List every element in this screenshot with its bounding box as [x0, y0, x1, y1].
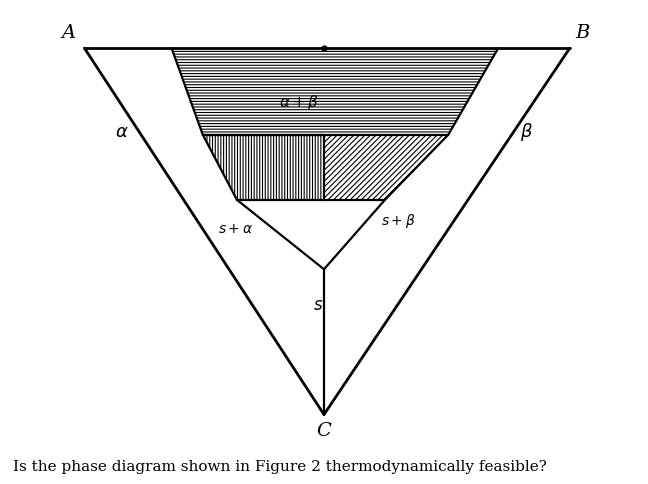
Polygon shape: [203, 135, 324, 200]
Text: $s+\beta$: $s+\beta$: [381, 212, 416, 230]
Polygon shape: [385, 48, 570, 200]
Text: $\alpha$: $\alpha$: [115, 123, 129, 141]
Polygon shape: [237, 200, 385, 414]
Text: $\alpha+\beta$: $\alpha+\beta$: [279, 93, 319, 112]
Text: B: B: [575, 25, 589, 43]
Text: $s$: $s$: [312, 297, 323, 314]
Polygon shape: [324, 135, 448, 200]
Polygon shape: [84, 48, 237, 200]
Text: $s+\alpha$: $s+\alpha$: [218, 222, 253, 236]
Text: C: C: [317, 423, 331, 440]
Text: Is the phase diagram shown in Figure 2 thermodynamically feasible?: Is the phase diagram shown in Figure 2 t…: [13, 460, 547, 474]
Text: A: A: [62, 25, 76, 43]
Polygon shape: [84, 48, 570, 414]
Text: $\beta$: $\beta$: [520, 121, 533, 143]
Polygon shape: [172, 48, 498, 135]
